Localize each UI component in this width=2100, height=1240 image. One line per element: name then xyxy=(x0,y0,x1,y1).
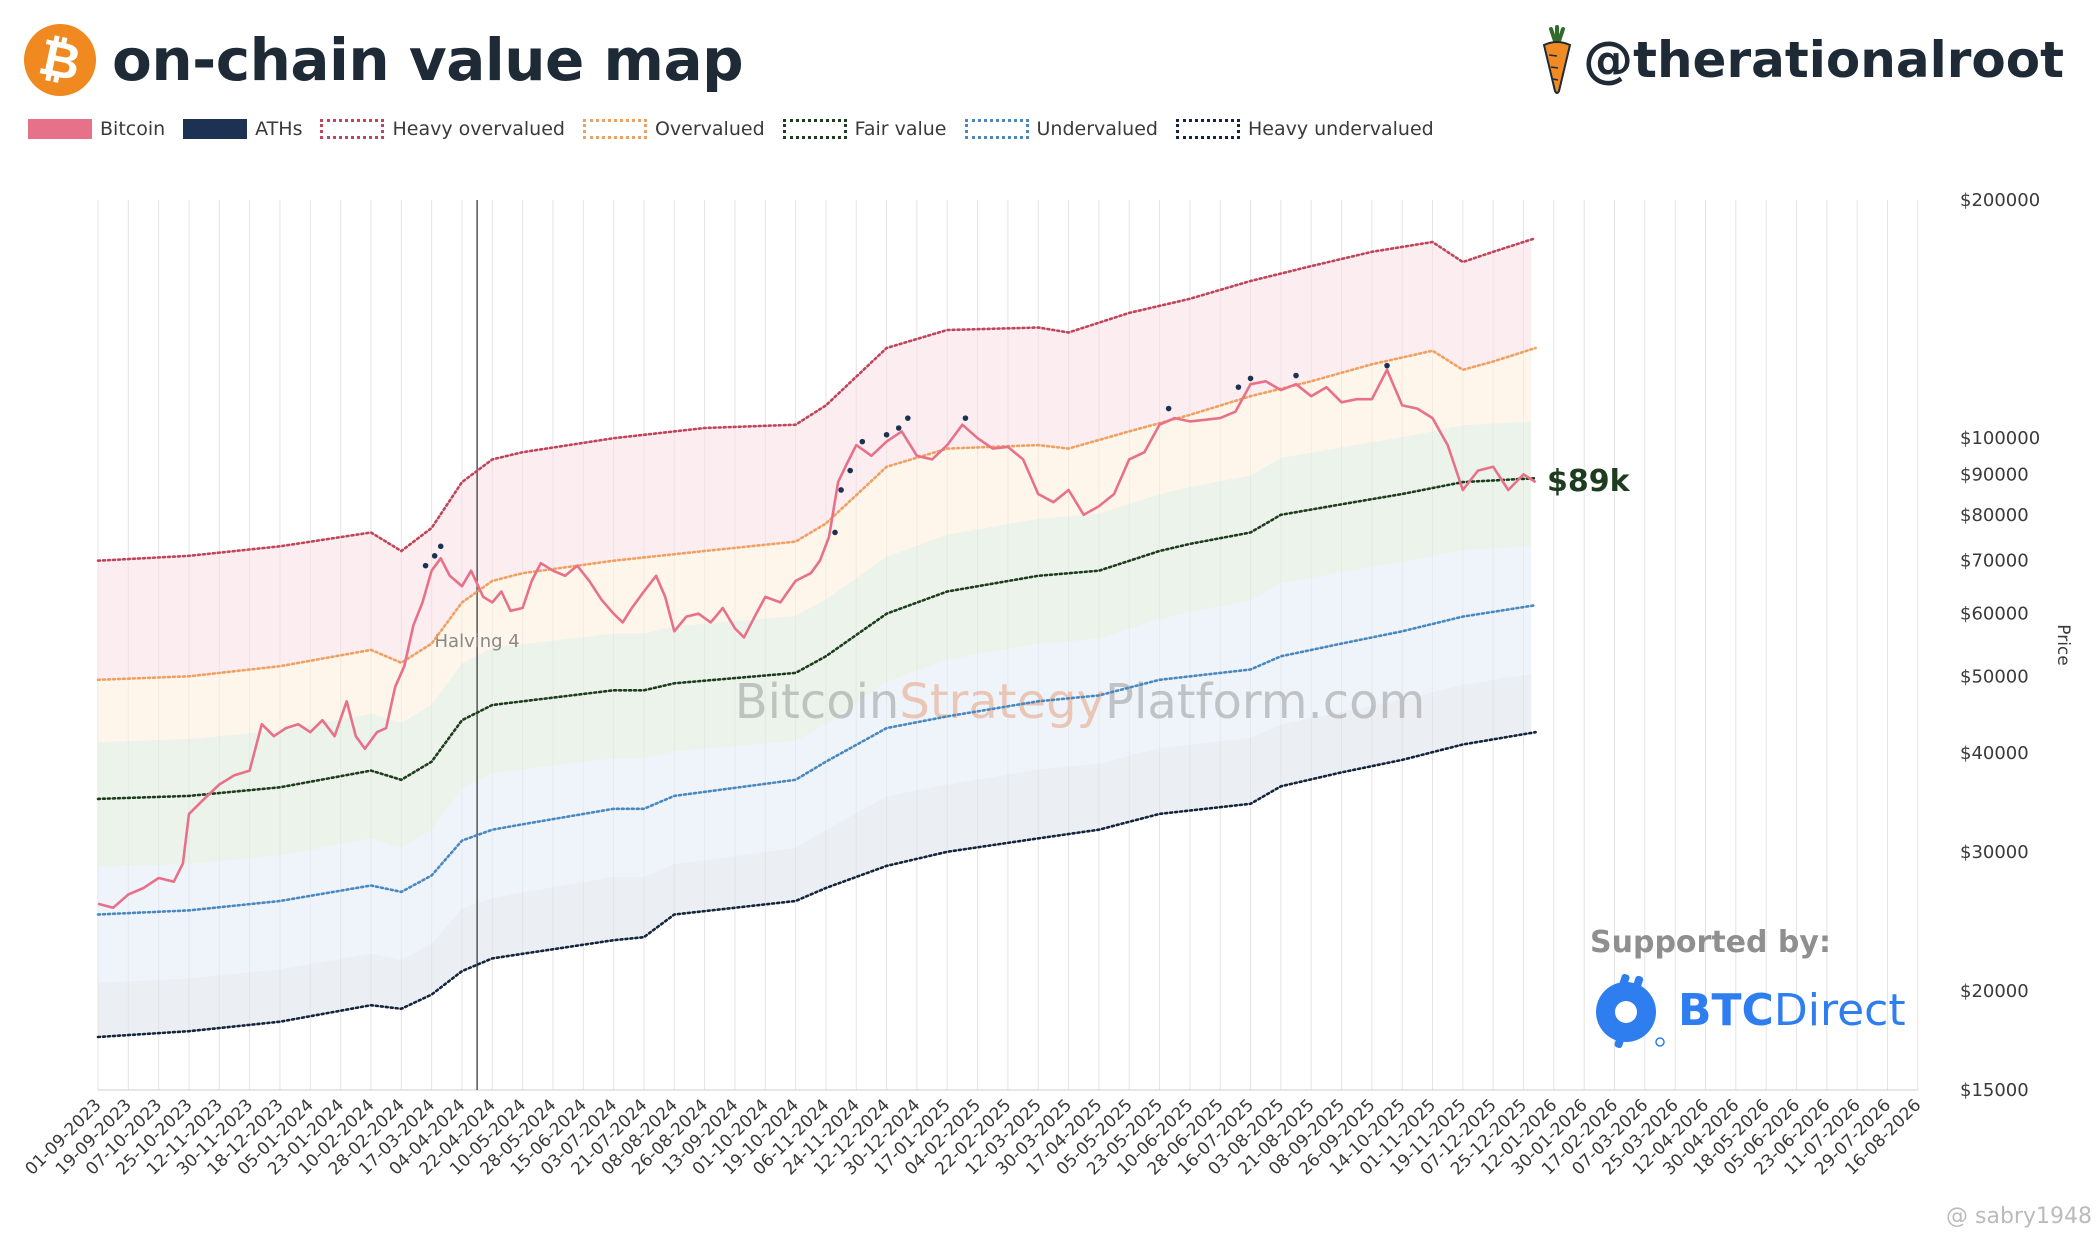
watermark: BitcoinStrategyPlatform.com xyxy=(735,674,1425,730)
legend-swatch xyxy=(964,119,1029,139)
legend-label: Fair value xyxy=(854,118,947,140)
btcdirect-logo-icon xyxy=(1596,973,1665,1049)
valuation-band-2 xyxy=(98,421,1532,868)
legend-item-bitcoin[interactable]: Bitcoin xyxy=(28,118,165,140)
series-line-undervalued xyxy=(96,603,1537,916)
legend-label: Bitcoin xyxy=(100,118,166,140)
sponsor-heading: Supported by: xyxy=(1590,925,1831,960)
legend-swatch xyxy=(582,119,647,139)
ath-marker xyxy=(437,543,444,550)
y-tick-label: $100000 xyxy=(1960,428,2040,449)
legend-item-undervalued[interactable]: Undervalued xyxy=(964,118,1158,140)
ath-marker xyxy=(883,431,890,438)
sponsor-brand[interactable]: BTC Direct xyxy=(1590,970,1906,1050)
handle-text: @therationalroot xyxy=(1583,31,2064,89)
ath-marker xyxy=(1235,384,1242,390)
legend-swatch xyxy=(320,119,385,139)
ath-marker xyxy=(1165,405,1172,412)
y-tick-label: $80000 xyxy=(1960,505,2029,526)
y-tick-label: $50000 xyxy=(1960,666,2029,687)
legend-item-heavy-undervalued[interactable]: Heavy undervalued xyxy=(1175,118,1434,140)
y-tick-label: $70000 xyxy=(1960,551,2029,572)
series-line-fair-value xyxy=(96,476,1537,801)
valuation-band-3 xyxy=(98,546,1532,983)
footer-credit: @ sabry1948 xyxy=(1946,1204,2092,1229)
y-tick-label: $90000 xyxy=(1960,464,2029,485)
ath-marker xyxy=(859,438,866,445)
y-tick-label: $60000 xyxy=(1960,604,2029,625)
current-price-label: $89k xyxy=(1547,464,1631,499)
legend-swatch xyxy=(183,119,248,139)
ath-marker xyxy=(422,562,429,569)
ath-marker xyxy=(431,553,438,559)
legend-label: Overvalued xyxy=(654,118,765,140)
legend-item-overvalued[interactable]: Overvalued xyxy=(582,118,765,140)
ath-marker xyxy=(1384,362,1390,369)
watermark-part2: Strategy xyxy=(899,674,1105,730)
ath-marker xyxy=(838,487,844,493)
carrot-icon xyxy=(1542,25,1572,94)
ath-marker xyxy=(847,467,853,474)
valuation-band-0 xyxy=(98,239,1532,680)
y-tick-label: $20000 xyxy=(1960,981,2029,1002)
halving-label: Halving 4 xyxy=(435,631,520,652)
legend-item-fair-value[interactable]: Fair value xyxy=(782,118,947,140)
ath-marker xyxy=(832,529,838,536)
series-line-bitcoin xyxy=(97,368,1537,909)
legend-label: Heavy undervalued xyxy=(1247,118,1434,140)
watermark-part1: Bitcoin xyxy=(735,674,900,730)
legend-label: ATHs xyxy=(255,118,303,140)
y-tick-label: $200000 xyxy=(1960,190,2040,211)
legend-swatch xyxy=(1175,119,1240,139)
legend-label: Undervalued xyxy=(1036,118,1158,140)
ath-marker xyxy=(962,415,969,421)
sponsor-brand-bold: BTC xyxy=(1678,984,1774,1036)
legend-label: Heavy overvalued xyxy=(392,118,565,140)
y-tick-label: $15000 xyxy=(1960,1080,2029,1101)
author-handle: @therationalroot xyxy=(1539,20,2064,100)
chart-legend: Bitcoin ATHs Heavy overvalued Overvalued Fai… xyxy=(28,118,1452,140)
watermark-part3: Platform.com xyxy=(1105,674,1425,730)
series-line-heavy-undervalued xyxy=(96,730,1537,1039)
y-tick-label: $40000 xyxy=(1960,743,2029,764)
legend-swatch xyxy=(782,119,847,139)
y-tick-label: $30000 xyxy=(1960,842,2029,863)
ath-marker xyxy=(1293,372,1299,379)
legend-item-aths[interactable]: ATHs xyxy=(183,118,302,140)
legend-item-heavy-overvalued[interactable]: Heavy overvalued xyxy=(320,118,565,140)
sponsor-brand-light: Direct xyxy=(1773,984,1906,1036)
ath-marker xyxy=(905,415,911,421)
ath-marker xyxy=(1247,375,1254,382)
ath-marker xyxy=(895,425,902,431)
header: ₿ on-chain value map xyxy=(17,17,744,103)
y-axis-title: Price xyxy=(2053,624,2073,665)
series-line-heavy-overvalued xyxy=(96,236,1537,562)
valuation-band-4 xyxy=(98,674,1532,1037)
page-title: on-chain value map xyxy=(112,26,744,94)
legend-swatch xyxy=(28,119,92,139)
valuation-band-1 xyxy=(98,349,1532,742)
